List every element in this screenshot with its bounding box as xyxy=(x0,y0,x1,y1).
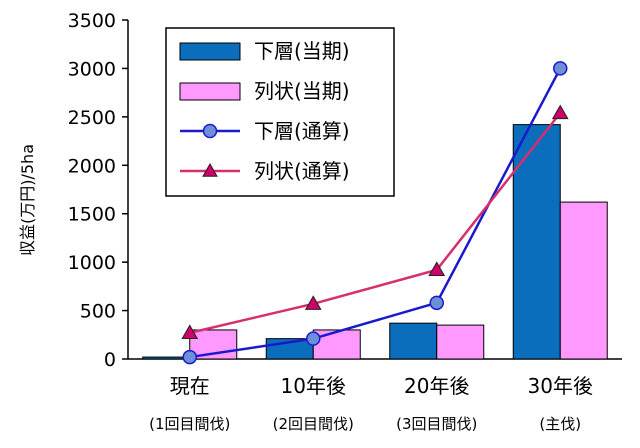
bars xyxy=(142,124,608,360)
x-category-note: (3回目間伐) xyxy=(396,415,477,433)
point-kaso-tsusan-1 xyxy=(306,331,321,346)
bar-kaso-touki-2 xyxy=(389,322,438,360)
y-axis-title: 収益(万円)/5ha xyxy=(18,144,37,256)
y-tick-label: 500 xyxy=(80,301,116,323)
lines xyxy=(181,61,569,365)
legend-label: 下層(通算) xyxy=(254,119,350,143)
bar-kaso-touki-3 xyxy=(512,124,561,360)
bar-retsujo-touki-2 xyxy=(436,324,485,360)
legend-marker-triangle xyxy=(202,162,218,177)
point-retsujo-tsusan-2 xyxy=(428,261,446,277)
bar-retsujo-touki-1 xyxy=(312,329,361,360)
x-category-label: 10年後 xyxy=(281,374,346,398)
x-category-label: 30年後 xyxy=(528,374,593,398)
x-category-label: 20年後 xyxy=(404,374,469,398)
bar-retsujo-touki-3 xyxy=(559,201,608,360)
x-category-note: (主伐) xyxy=(539,415,581,433)
y-tick-label: 3500 xyxy=(68,10,116,32)
x-category-note: (2回目間伐) xyxy=(273,415,354,433)
point-kaso-tsusan-0 xyxy=(182,349,197,365)
y-tick-label: 3000 xyxy=(68,58,116,80)
x-category-labels: 現在 (1回目間伐) 10年後 (2回目間伐) 20年後 (3回目間伐) 30年後 (主伐) xyxy=(149,374,593,433)
point-kaso-tsusan-3 xyxy=(553,61,568,76)
legend-marker-circle xyxy=(202,123,218,139)
legend-swatch xyxy=(179,82,241,101)
legend: 下層(当期) 列状(当期) 下層(通算) 列状(通算) xyxy=(165,27,395,197)
point-kaso-tsusan-2 xyxy=(429,295,444,311)
legend-label: 列状(当期) xyxy=(254,79,350,103)
point-retsujo-tsusan-3 xyxy=(551,104,569,120)
y-tick-label: 2000 xyxy=(68,155,116,177)
legend-label: 下層(当期) xyxy=(254,39,350,63)
line-retsujo-tsusan xyxy=(189,112,562,335)
y-tick-label: 2500 xyxy=(68,107,116,129)
line-kaso-tsusan xyxy=(189,67,562,359)
y-tick-label: 1500 xyxy=(68,204,116,226)
point-retsujo-tsusan-1 xyxy=(304,295,322,310)
legend-label: 列状(通算) xyxy=(254,159,350,183)
x-category-label: 現在 xyxy=(170,374,210,398)
y-tick-labels: 0 500 1000 1500 2000 2500 3000 3500 xyxy=(68,10,116,371)
y-tick-label: 1000 xyxy=(68,252,116,274)
legend-swatch xyxy=(179,42,241,61)
point-retsujo-tsusan-0 xyxy=(181,324,199,339)
x-category-note: (1回目間伐) xyxy=(149,415,230,433)
y-tick-label: 0 xyxy=(104,349,116,371)
